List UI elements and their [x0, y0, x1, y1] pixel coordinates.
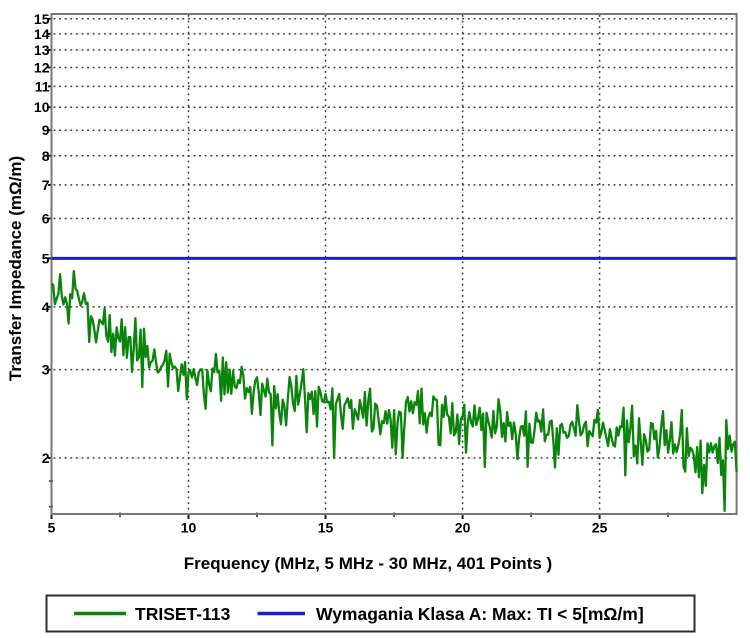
svg-text:11: 11 — [35, 78, 50, 94]
svg-text:Transfer Impedance (mΩ/m): Transfer Impedance (mΩ/m) — [6, 156, 25, 381]
svg-text:4: 4 — [42, 299, 50, 315]
svg-text:Wymagania Klasa A: Max: TI < 5: Wymagania Klasa A: Max: TI < 5[mΩ/m] — [316, 604, 644, 624]
svg-text:15: 15 — [34, 11, 50, 27]
svg-text:5: 5 — [48, 520, 56, 536]
svg-text:7: 7 — [42, 177, 50, 193]
svg-text:13: 13 — [34, 42, 50, 58]
svg-text:10: 10 — [34, 99, 50, 115]
svg-text:8: 8 — [42, 148, 50, 164]
svg-text:9: 9 — [42, 122, 50, 138]
svg-text:6: 6 — [42, 211, 50, 227]
svg-text:2: 2 — [42, 450, 50, 466]
svg-text:15: 15 — [318, 520, 334, 536]
svg-text:3: 3 — [42, 362, 50, 378]
svg-text:Frequency (MHz, 5 MHz - 30 MHz: Frequency (MHz, 5 MHz - 30 MHz, 401 Poin… — [184, 554, 552, 573]
svg-text:10: 10 — [181, 520, 197, 536]
svg-text:TRISET-113: TRISET-113 — [135, 604, 231, 624]
svg-text:5: 5 — [42, 250, 50, 266]
svg-text:12: 12 — [34, 60, 50, 76]
svg-text:14: 14 — [34, 26, 50, 42]
svg-text:25: 25 — [592, 520, 608, 536]
svg-text:20: 20 — [455, 520, 471, 536]
